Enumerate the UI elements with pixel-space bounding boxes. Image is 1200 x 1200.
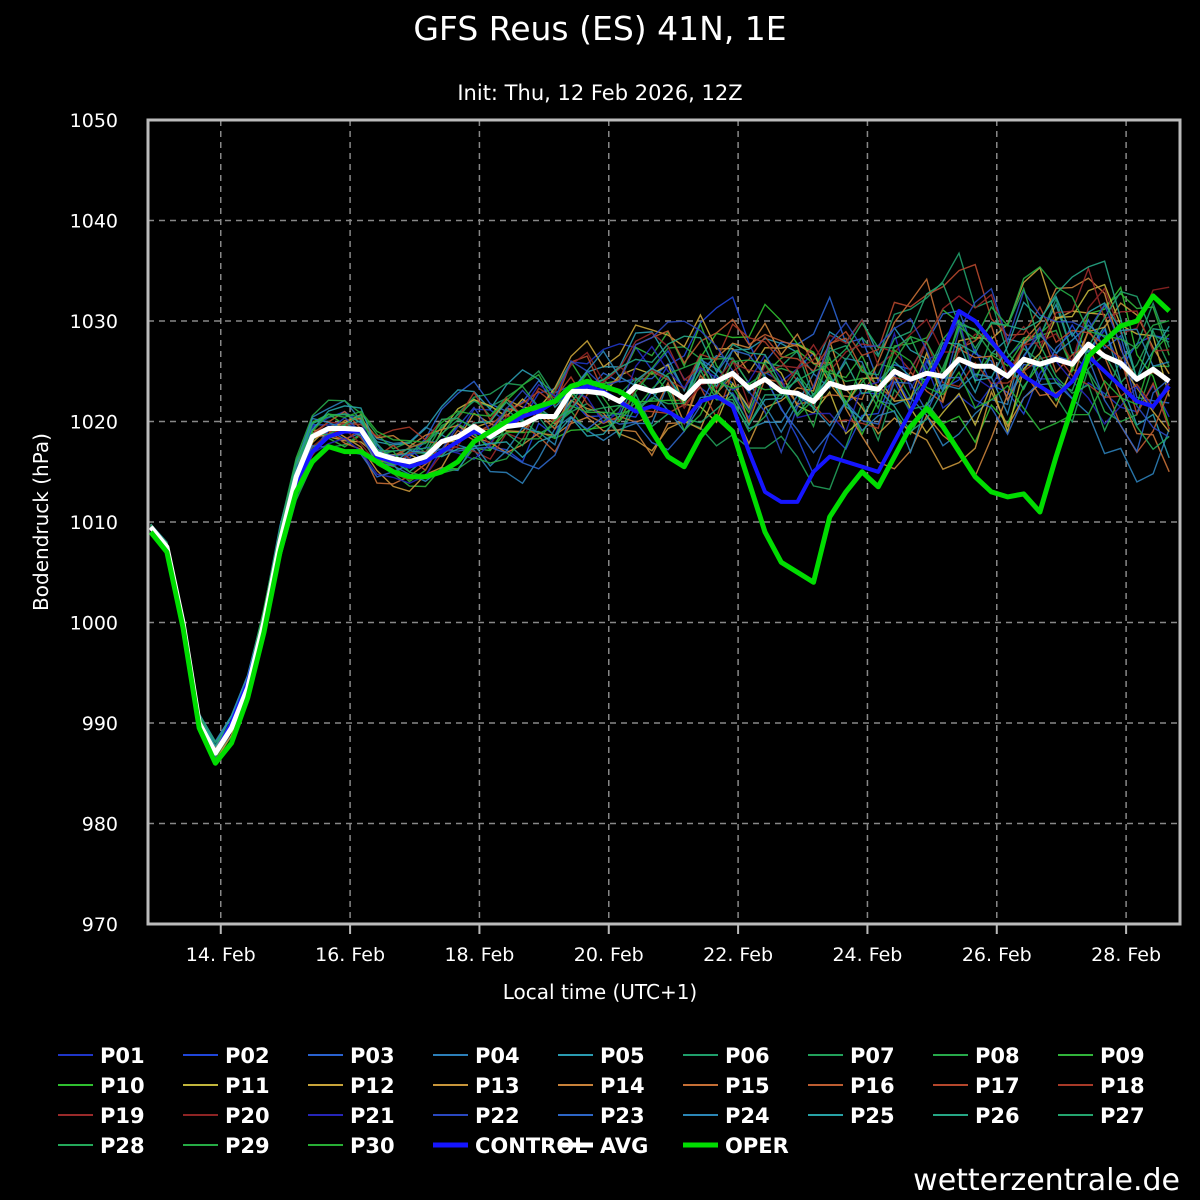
member-line-p08 <box>150 320 1170 749</box>
legend-label-p21: P21 <box>350 1104 395 1128</box>
legend-label-p09: P09 <box>1100 1044 1145 1068</box>
x-tick-label: 26. Feb <box>962 944 1032 966</box>
legend-label-p19: P19 <box>100 1104 145 1128</box>
legend-label-p06: P06 <box>725 1044 770 1068</box>
y-tick-label: 1040 <box>70 211 118 233</box>
legend: P01 P02 P03 P04 P05 P06 P07 P08 P09 P10 P11 P12 P13 P… <box>58 1044 1145 1158</box>
watermark: wetterzentrale.de <box>913 1163 1180 1198</box>
x-tick-label: 22. Feb <box>703 944 773 966</box>
legend-label-p02: P02 <box>225 1044 270 1068</box>
legend-label-p04: P04 <box>475 1044 520 1068</box>
x-tick-label: 14. Feb <box>186 944 256 966</box>
x-tick-label: 28. Feb <box>1091 944 1161 966</box>
legend-label-p15: P15 <box>725 1074 770 1098</box>
y-tick-label: 1010 <box>70 512 118 534</box>
y-tick-label: 980 <box>82 814 118 836</box>
member-line-p04 <box>150 337 1170 756</box>
x-tick-label: 24. Feb <box>832 944 902 966</box>
legend-label-p10: P10 <box>100 1074 145 1098</box>
member-line-p19 <box>150 266 1170 754</box>
legend-label-avg: AVG <box>600 1134 648 1158</box>
chart-subtitle: Init: Thu, 12 Feb 2026, 12Z <box>457 81 742 105</box>
legend-label-p07: P07 <box>850 1044 895 1068</box>
y-axis-label: Bodendruck (hPa) <box>29 433 53 611</box>
y-tick-label: 1030 <box>70 311 118 333</box>
legend-label-p27: P27 <box>1100 1104 1145 1128</box>
plot-border <box>146 118 1182 926</box>
legend-label-p11: P11 <box>225 1074 270 1098</box>
legend-label-p26: P26 <box>975 1104 1020 1128</box>
member-line-p14 <box>150 277 1170 755</box>
legend-label-p16: P16 <box>850 1074 895 1098</box>
member-line-p02 <box>150 296 1170 749</box>
legend-label-p29: P29 <box>225 1134 270 1158</box>
member-line-p21 <box>150 318 1170 758</box>
main-lines <box>148 293 1171 766</box>
grid-lines <box>148 120 1180 934</box>
legend-label-p13: P13 <box>475 1074 520 1098</box>
y-tick-label: 1020 <box>70 412 118 434</box>
x-tick-labels: 14. Feb 16. Feb 18. Feb 20. Feb 22. Feb 24. F… <box>186 944 1161 966</box>
legend-label-p23: P23 <box>600 1104 645 1128</box>
series-line-control <box>149 309 1171 756</box>
series-line-avg <box>148 341 1171 756</box>
member-lines <box>150 251 1170 765</box>
member-line-p12 <box>150 266 1170 765</box>
legend-label-p20: P20 <box>225 1104 270 1128</box>
member-line-p15 <box>150 277 1170 751</box>
legend-label-p17: P17 <box>975 1074 1020 1098</box>
legend-label-p03: P03 <box>350 1044 395 1068</box>
y-tick-label: 970 <box>82 914 118 936</box>
legend-label-p05: P05 <box>600 1044 645 1068</box>
legend-label-p25: P25 <box>850 1104 895 1128</box>
legend-label-p01: P01 <box>100 1044 145 1068</box>
chart-title: GFS Reus (ES) 41N, 1E <box>413 9 786 48</box>
legend-label-p22: P22 <box>475 1104 520 1128</box>
legend-label-p24: P24 <box>725 1104 770 1128</box>
y-tick-label: 990 <box>82 713 118 735</box>
member-line-p30 <box>150 333 1170 761</box>
legend-label-p14: P14 <box>600 1074 645 1098</box>
x-axis-label: Local time (UTC+1) <box>503 980 697 1004</box>
legend-label-p08: P08 <box>975 1044 1020 1068</box>
series-line-oper <box>148 293 1171 766</box>
legend-label-p28: P28 <box>100 1134 145 1158</box>
y-tick-labels: 970 980 990 1000 1010 1020 1030 1040 1050 <box>70 110 118 936</box>
legend-label-p30: P30 <box>350 1134 395 1158</box>
member-line-p20 <box>150 286 1170 759</box>
x-tick-label: 16. Feb <box>315 944 385 966</box>
legend-label-p12: P12 <box>350 1074 395 1098</box>
y-tick-label: 1000 <box>70 613 118 635</box>
x-tick-label: 18. Feb <box>444 944 514 966</box>
legend-label-p18: P18 <box>1100 1074 1145 1098</box>
y-tick-label: 1050 <box>70 110 118 132</box>
legend-label-oper: OPER <box>725 1134 789 1158</box>
x-tick-label: 20. Feb <box>574 944 644 966</box>
